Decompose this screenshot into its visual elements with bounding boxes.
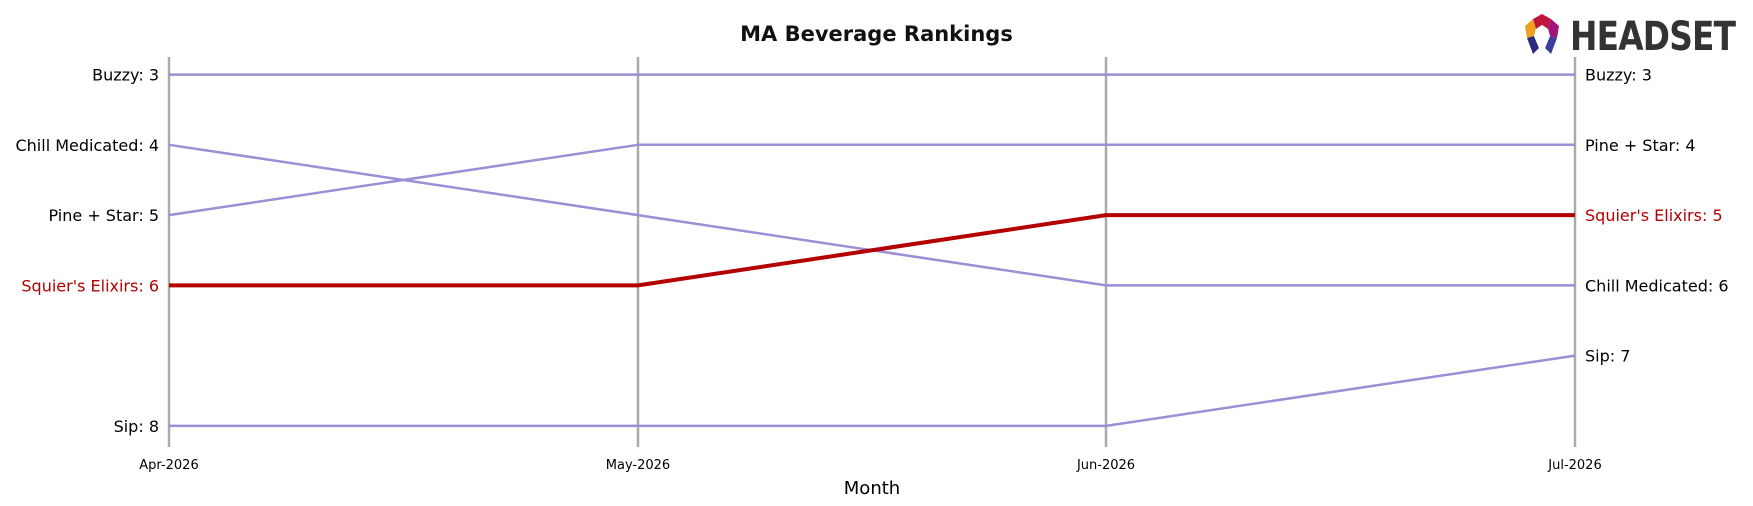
x-tick-label: Jun-2026 [1076,458,1135,473]
x-axis-label: Month [844,478,900,499]
headset-logo-icon [1525,14,1559,54]
series-line [169,213,1575,288]
right-rank-label: Chill Medicated: 6 [1585,276,1729,295]
right-rank-label: Buzzy: 3 [1585,66,1652,85]
left-rank-label: Chill Medicated: 4 [15,136,159,155]
right-rank-label: Pine + Star: 4 [1585,136,1696,155]
right-rank-label: Sip: 7 [1585,347,1630,366]
chart-title: MA Beverage Rankings [740,22,1013,46]
left-rank-label: Pine + Star: 5 [49,206,160,225]
left-rank-label: Squier's Elixirs: 6 [21,276,159,295]
headset-logo-text: HEADSET [1570,14,1736,60]
right-rank-label: Squier's Elixirs: 5 [1585,206,1723,225]
headset-logo: HEADSET [1515,12,1745,66]
series-line [169,354,1576,428]
x-tick-label: Jul-2026 [1547,458,1601,473]
series-line [168,143,1575,217]
left-rank-label: Sip: 8 [114,417,159,436]
x-tick-label: May-2026 [606,458,670,473]
left-rank-label: Buzzy: 3 [92,66,159,85]
x-tick-label: Apr-2026 [139,458,198,473]
